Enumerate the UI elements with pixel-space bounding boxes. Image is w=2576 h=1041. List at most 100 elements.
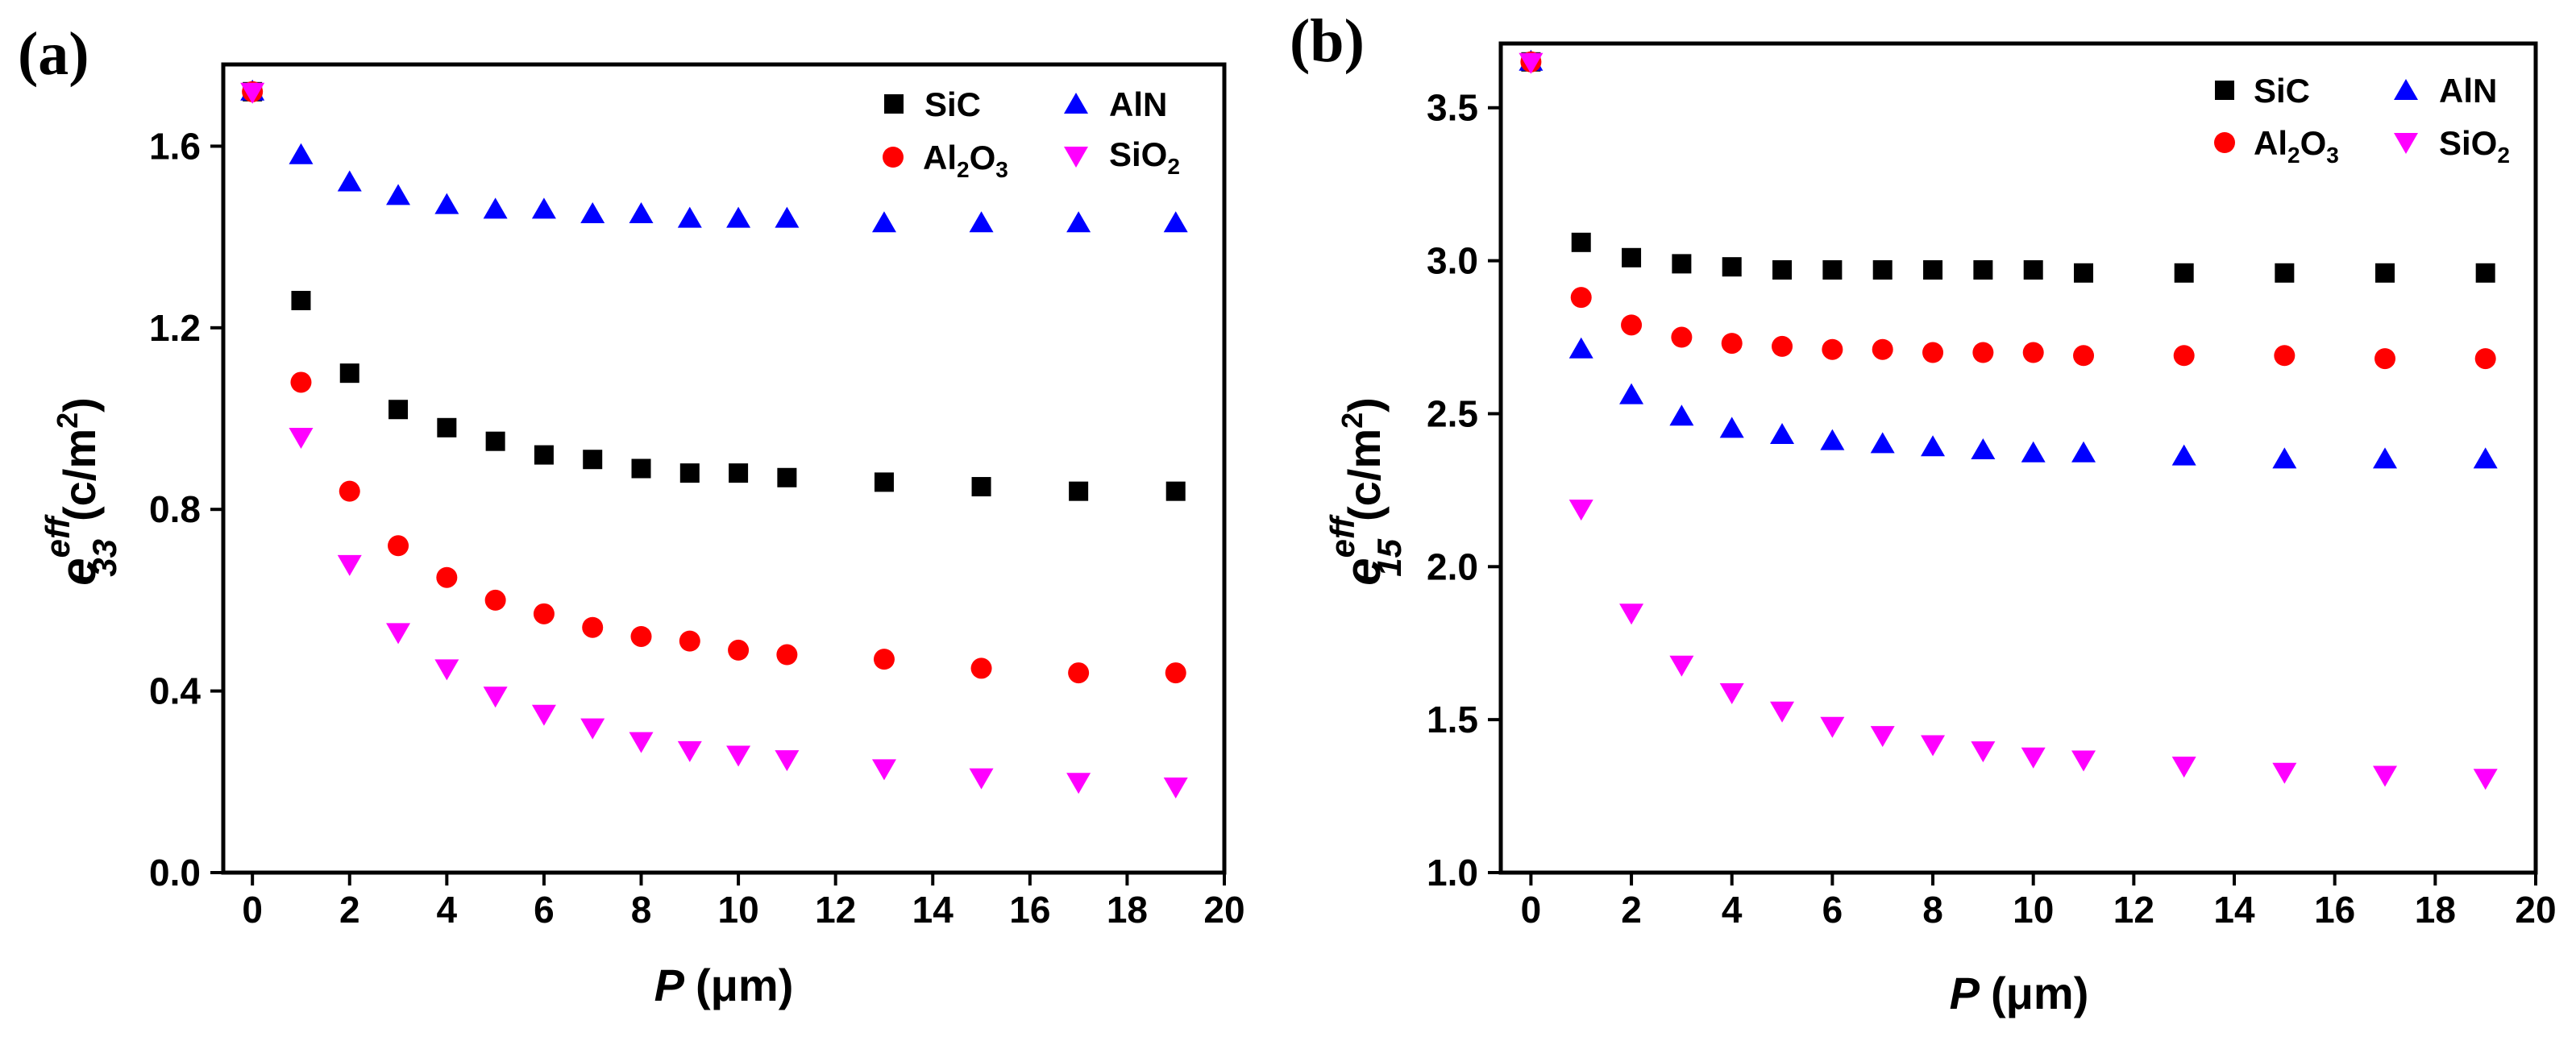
panel-a-point-aln	[337, 170, 362, 192]
panel-a-point-sio2	[726, 745, 751, 767]
panel-b-point-aln	[1719, 417, 1744, 438]
panel-b-point-sio2	[1921, 735, 1946, 757]
panel-a-point-al2o3	[484, 589, 506, 611]
panel-a-point-al2o3	[290, 371, 312, 393]
panel-b-legend-label-aln: AlN	[2439, 72, 2497, 110]
panel-a-legend-item-aln: AlN	[1064, 85, 1167, 123]
panel-a-point-sio2	[240, 82, 265, 104]
panel-a-x-tick-label: 8	[631, 889, 652, 931]
panel-b-x-tick-label: 16	[2314, 889, 2355, 931]
panel-a-x-axis: 0 2 4 6 8 10 12 14 16 18 20	[242, 873, 1245, 931]
panel-a-point-sio2	[434, 659, 459, 681]
panel-a-point-sic	[729, 463, 749, 483]
panel-a-x-tick-label: 16	[1009, 889, 1050, 931]
panel-b-y-tick-label: 1.0	[1427, 852, 1478, 894]
panel-b-x-tick-label: 6	[1822, 889, 1843, 931]
panel-b-x-axis-title: P (μm)	[1950, 968, 2089, 1018]
panel-a-point-sic	[339, 363, 359, 384]
panel-a-point-sic	[1165, 481, 1186, 501]
panel-a-tag: (a)	[18, 20, 89, 88]
panel-a-y-axis: 0.0 0.4 0.8 1.2 1.6	[149, 125, 223, 894]
panel-b-point-sio2	[2071, 750, 2096, 772]
panel-a-point-sic	[534, 445, 554, 465]
panel-a-x-tick-label: 20	[1203, 889, 1244, 931]
panel-a-point-sio2	[775, 750, 800, 772]
panel-a-point-sic	[971, 477, 991, 497]
panel-a-x-tick-label: 10	[718, 889, 759, 931]
panel-b-legend-item-al2o3: Al2O3	[2214, 124, 2339, 168]
panel-a-point-aln	[434, 193, 459, 214]
panel-b-point-sio2	[1669, 655, 1694, 677]
panel-b-point-al2o3	[2274, 345, 2296, 367]
panel-a-point-sio2	[337, 554, 362, 576]
panel-b-point-al2o3	[1621, 314, 1643, 336]
panel-b-x-tick-label: 0	[1521, 889, 1542, 931]
panel-b-point-sic	[1722, 257, 1742, 277]
panel-a-x-tick-label: 0	[242, 889, 263, 931]
panel-a-point-sic	[485, 431, 505, 451]
panel-b-y-axis-unit-exponent: 2	[1336, 413, 1369, 429]
panel-b-point-al2o3	[1570, 287, 1592, 309]
panel-a-point-sic	[437, 417, 457, 438]
panel-a-legend: SiC AlN Al2O3 SiO2	[883, 85, 1180, 182]
panel-a-point-sic	[777, 467, 797, 487]
panel-a-legend-marker-sic	[884, 94, 904, 114]
panel-a-y-tick-label: 0.4	[149, 670, 201, 712]
panel-b-point-sio2	[1870, 726, 1895, 748]
panel-a-point-sic	[388, 400, 409, 420]
panel-b-y-tick-label: 2.5	[1427, 392, 1478, 434]
panel-a-point-sio2	[289, 428, 314, 450]
panel-a-x-tick-label: 2	[339, 889, 360, 931]
panel-a-legend-item-sio2: SiO2	[1064, 135, 1180, 179]
panel-a-point-al2o3	[339, 480, 360, 502]
panel-a-x-tick-label: 6	[534, 889, 555, 931]
panel-a-point-aln	[969, 211, 994, 233]
panel-a-legend-label-sio2: SiO2	[1109, 135, 1180, 179]
panel-b-x-axis-symbol: P	[1950, 968, 1980, 1018]
panel-b-point-sio2	[1971, 741, 1996, 763]
panel-b-point-sio2	[2373, 765, 2398, 787]
panel-b-tag: (b)	[1290, 7, 1365, 75]
panel-a-legend-marker-sio2	[1064, 147, 1088, 168]
panel-a-legend-marker-al2o3	[883, 147, 904, 168]
svg-text:eeff33(c/m2): eeff33 (c/m2)	[39, 397, 123, 586]
panel-b-point-aln	[1820, 429, 1845, 450]
panel-a-point-al2o3	[679, 630, 700, 652]
panel-b-legend-label-sio2: SiO2	[2439, 124, 2510, 168]
panel-b-point-sic	[1923, 259, 1943, 280]
panel-a: (a) 0 2 4 6 8 10 12 14 16 18 20 0.00.40.81.21.6 P(…	[18, 20, 1245, 1010]
panel-a-x-tick-label: 14	[912, 889, 954, 931]
panel-b-point-sic	[2023, 259, 2043, 280]
panel-a-x-axis-unit: (μm)	[696, 960, 793, 1010]
panel-a-point-sic	[583, 450, 603, 470]
panel-b-x-axis: 0 2 4 6 8 10 12 14 16 18 20	[1521, 873, 2557, 931]
panel-a-point-aln	[483, 197, 508, 219]
panel-b-x-tick-label: 8	[1922, 889, 1943, 931]
panel-a-point-aln	[629, 201, 654, 223]
panel-a-point-al2o3	[388, 535, 409, 557]
panel-b-point-aln	[1971, 438, 1996, 460]
panel-b-y-tick-label: 3.0	[1427, 240, 1478, 282]
panel-a-y-axis-sub: 33	[85, 539, 123, 577]
panel-a-y-tick-label: 1.2	[149, 307, 201, 349]
panel-b-point-sio2	[1619, 603, 1644, 625]
panel-b-point-sic	[1973, 259, 1993, 280]
panel-b-point-sio2	[2021, 747, 2046, 769]
panel-b-point-sic	[2475, 263, 2495, 283]
panel-b-point-sic	[2275, 263, 2295, 283]
panel-b-point-sio2	[1770, 701, 1795, 723]
panel-b-point-al2o3	[1922, 342, 1944, 363]
panel-a-legend-label-al2o3: Al2O3	[923, 139, 1008, 182]
panel-a-y-axis-unit-exponent: 2	[51, 413, 84, 429]
panel-b-point-al2o3	[2073, 345, 2095, 367]
panel-b-legend-marker-aln	[2394, 79, 2418, 100]
panel-b-point-sic	[2074, 263, 2094, 283]
panel-b-x-tick-label: 14	[2213, 889, 2255, 931]
panel-b: (b) 0 2 4 6 8 10 12 14 16 18 20 1.0 1.5 2.0 2.5 3.0 3.5…	[1290, 7, 2557, 1018]
panel-b-point-aln	[1770, 423, 1795, 445]
panel-a-legend-item-al2o3: Al2O3	[883, 139, 1008, 182]
panel-a-point-al2o3	[776, 644, 798, 666]
panel-a-point-aln	[775, 206, 800, 228]
panel-b-point-sic	[1622, 247, 1642, 268]
